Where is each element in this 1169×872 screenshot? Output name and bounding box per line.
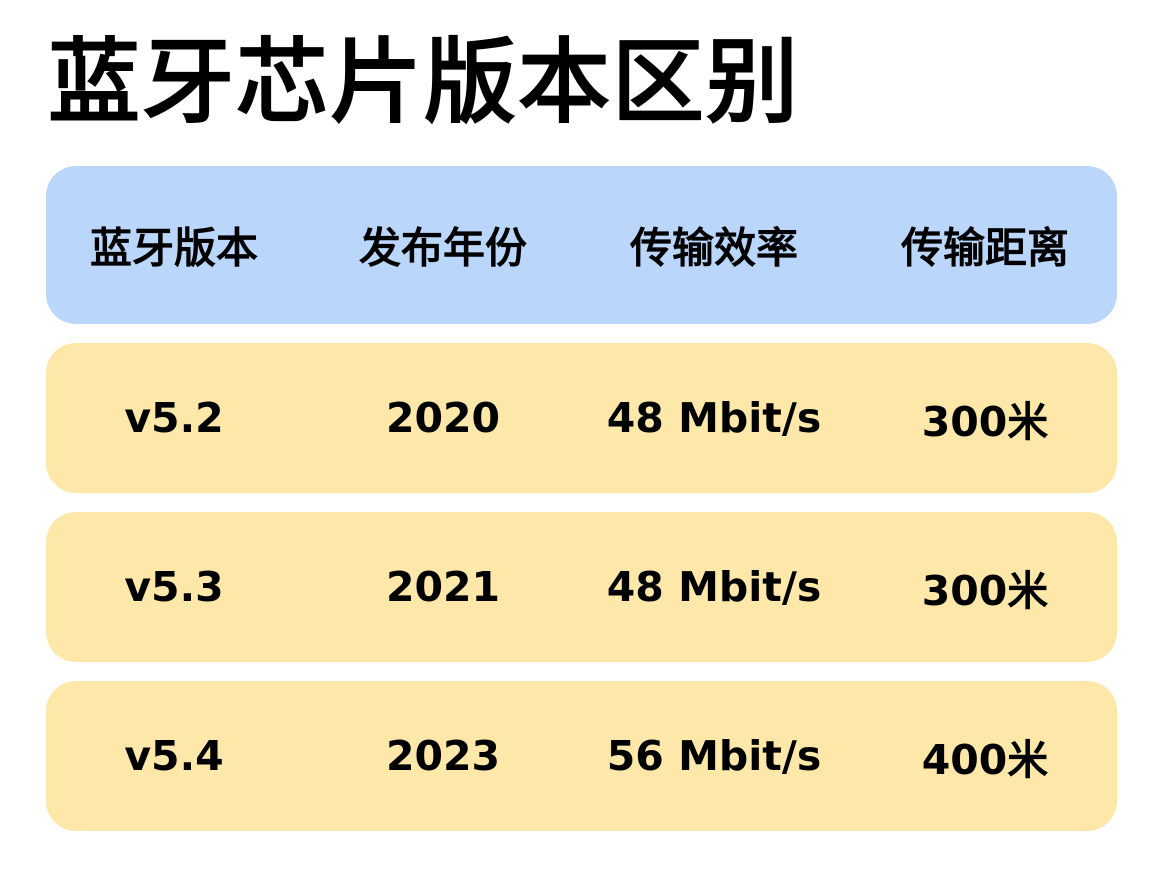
cell-range: 400米 <box>921 736 1049 784</box>
cell-speed: 56 Mbit/s <box>606 732 822 780</box>
cell-speed: 48 Mbit/s <box>606 394 822 442</box>
cell-speed: 48 Mbit/s <box>606 563 822 611</box>
table-row: v5.4 2023 56 Mbit/s 400米 <box>46 681 1117 831</box>
page-title: 蓝牙芯片版本区别 <box>48 29 801 136</box>
cell-range: 300米 <box>921 567 1049 615</box>
cell-year: 2021 <box>385 563 501 611</box>
table-row: v5.2 2020 48 Mbit/s 300米 <box>46 343 1117 493</box>
column-header-range: 传输距离 <box>900 223 1070 273</box>
column-header-year: 发布年份 <box>358 223 528 273</box>
cell-version: v5.3 <box>124 563 224 611</box>
cell-year: 2020 <box>385 394 501 442</box>
table-header-row: 蓝牙版本 发布年份 传输效率 传输距离 <box>46 166 1117 324</box>
cell-version: v5.4 <box>124 732 224 780</box>
cell-version: v5.2 <box>124 394 224 442</box>
column-header-version: 蓝牙版本 <box>89 223 259 273</box>
column-header-speed: 传输效率 <box>629 223 799 273</box>
table-row: v5.3 2021 48 Mbit/s 300米 <box>46 512 1117 662</box>
cell-range: 300米 <box>921 398 1049 446</box>
cell-year: 2023 <box>385 732 501 780</box>
